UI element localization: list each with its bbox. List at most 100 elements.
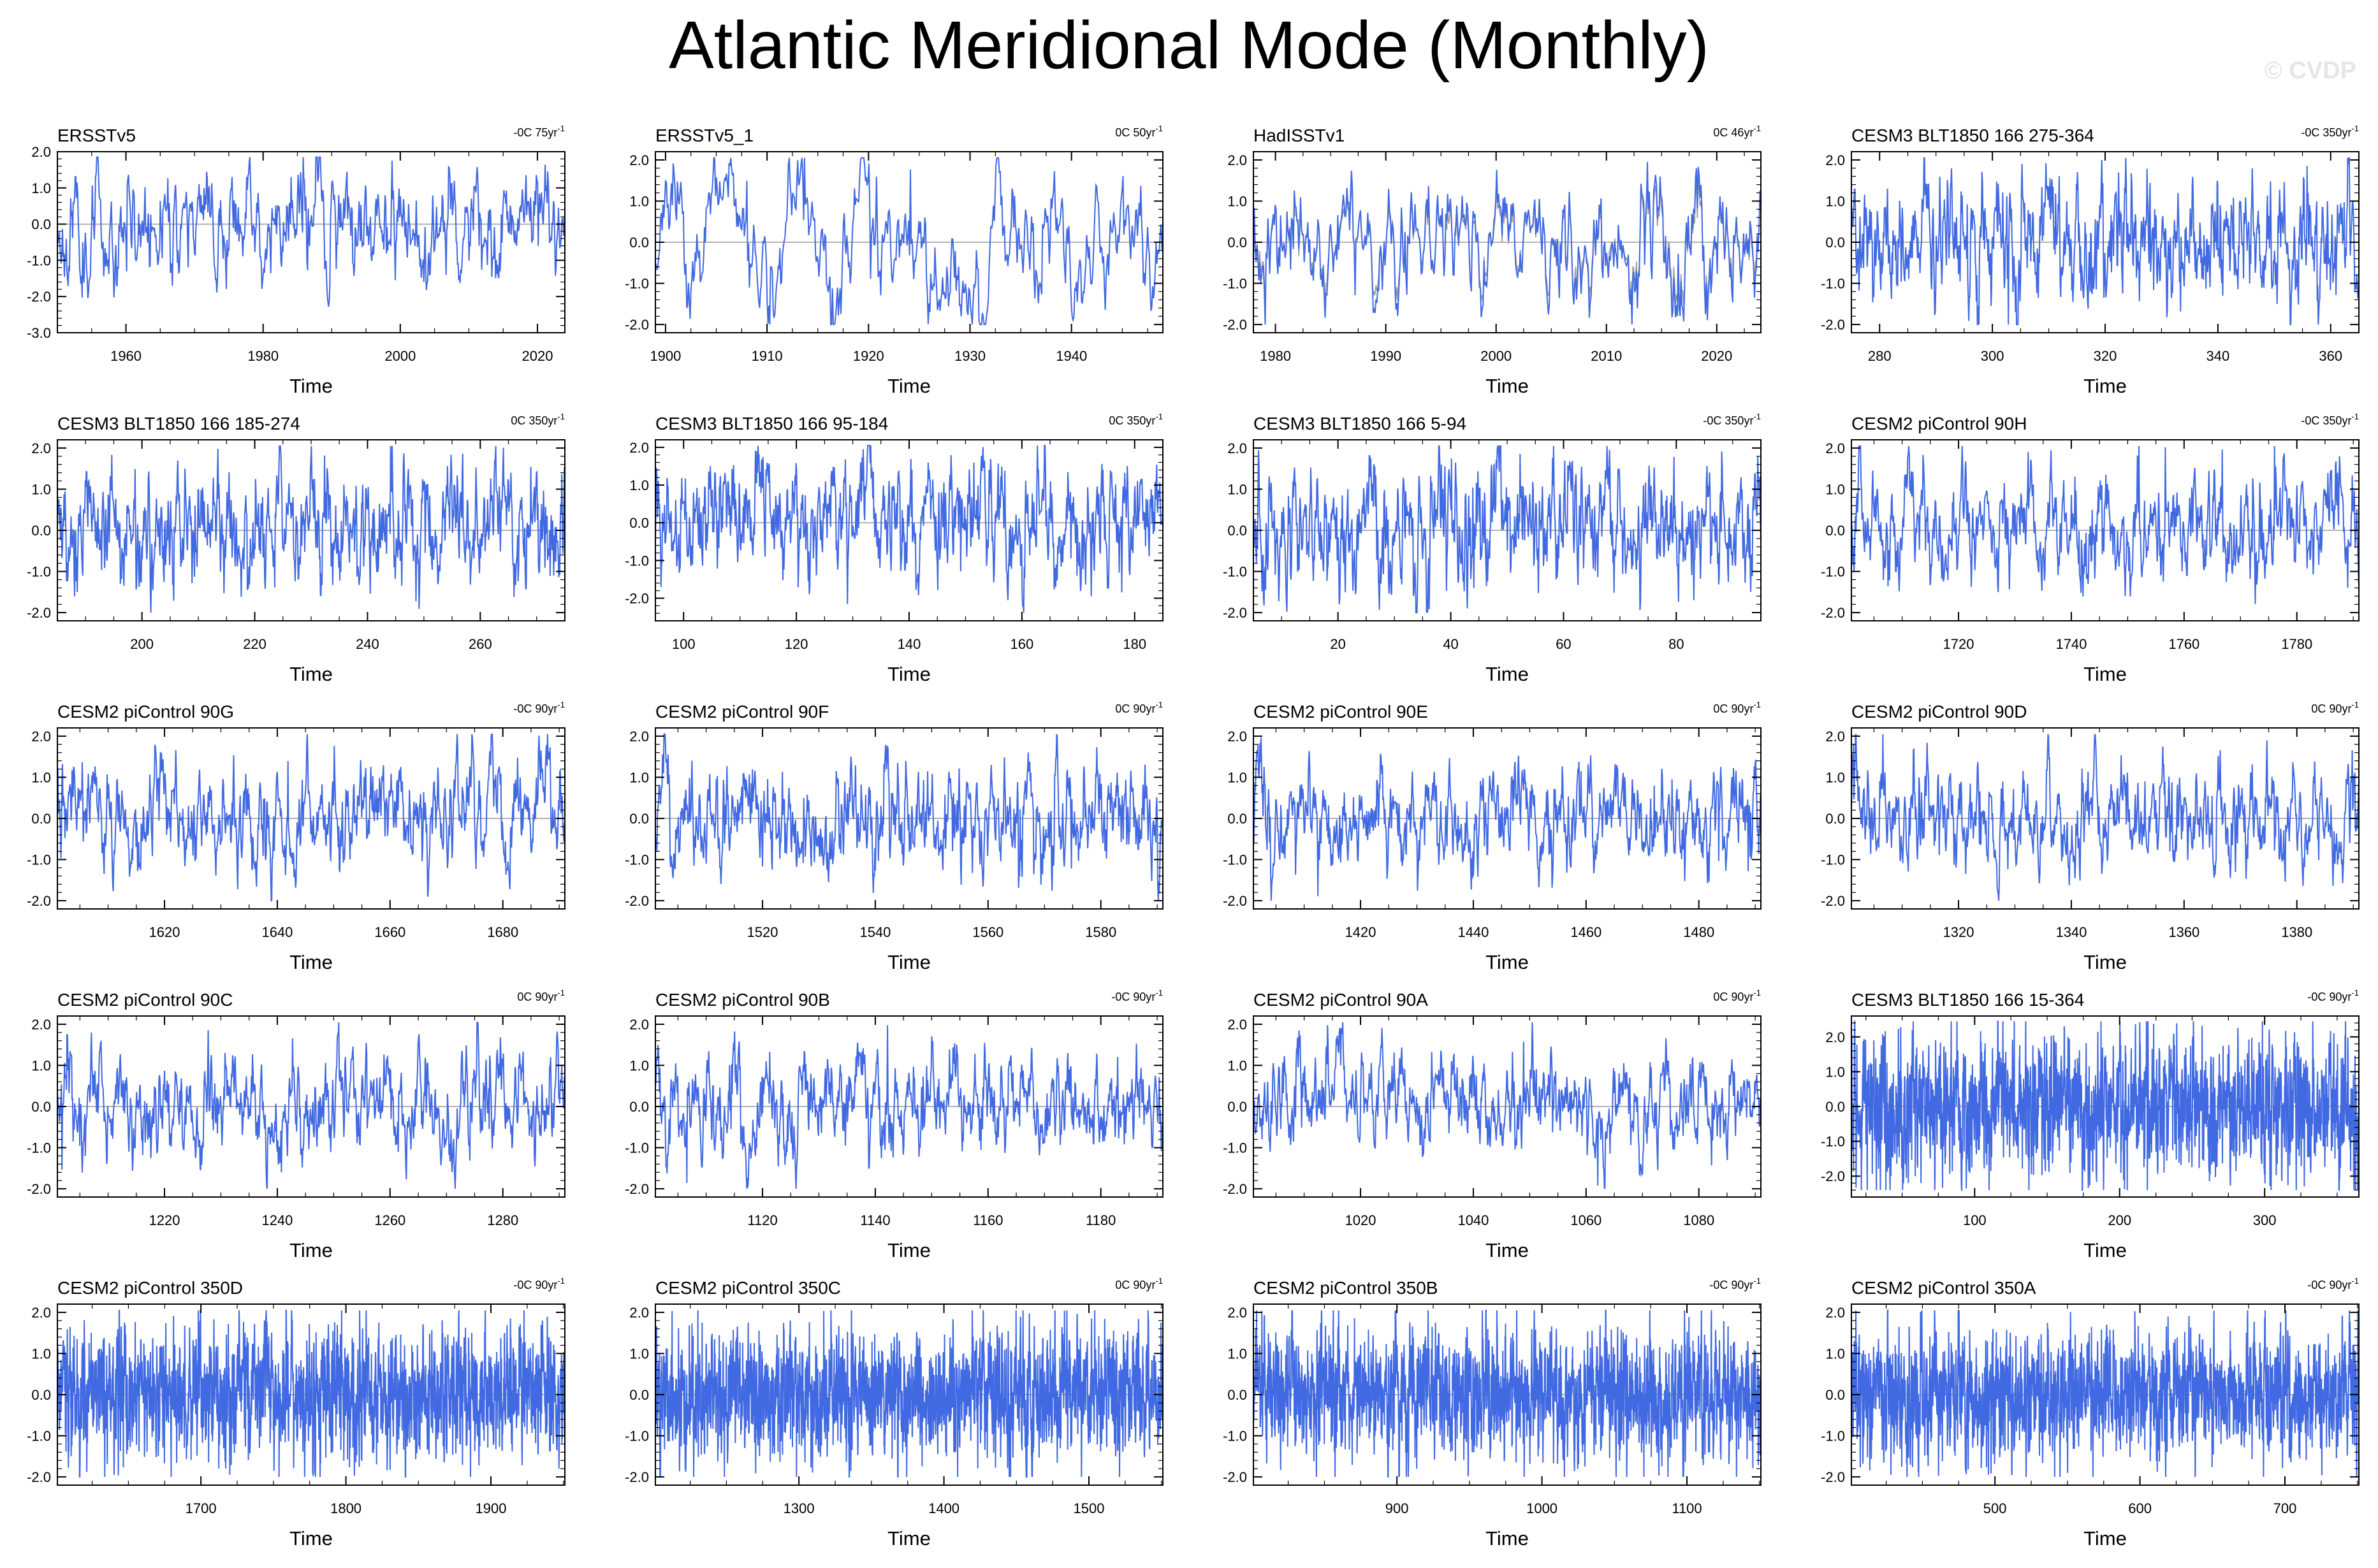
x-tick-label: 1260 bbox=[374, 1212, 405, 1228]
chart-panel: CESM2 piControl 350C 0C 90yr-1 2.0 1.0 0.0 -1… bbox=[625, 1276, 1163, 1550]
y-tick-label: -1.0 bbox=[1821, 564, 1845, 580]
x-tick-label: 1740 bbox=[2055, 636, 2087, 652]
y-tick-label: 2.0 bbox=[1825, 152, 1845, 168]
y-tick-label: 1.0 bbox=[31, 481, 51, 497]
y-tick-label: -2.0 bbox=[1821, 1469, 1845, 1485]
y-tick-label: 0.0 bbox=[31, 523, 51, 539]
panel-title: CESM2 piControl 90F bbox=[655, 702, 829, 722]
trend-value: -0C 90yr bbox=[1111, 991, 1155, 1003]
x-tick-label: 1020 bbox=[1345, 1212, 1376, 1228]
x-tick-label: 1910 bbox=[752, 348, 783, 364]
x-tick-label: 1320 bbox=[1943, 924, 1974, 940]
y-tick-label: -2.0 bbox=[625, 1469, 649, 1485]
y-tick-label: 2.0 bbox=[31, 440, 51, 456]
x-axis-label: Time bbox=[887, 951, 931, 973]
x-tick-label: 2010 bbox=[1591, 348, 1622, 364]
trend-exponent: -1 bbox=[2351, 124, 2359, 133]
y-tick-label: 0.0 bbox=[31, 1099, 51, 1115]
y-tick-label: 0.0 bbox=[31, 811, 51, 827]
y-tick-label: 1.0 bbox=[1227, 193, 1247, 209]
trend-exponent: -1 bbox=[1753, 124, 1761, 133]
y-tick-label: -1.0 bbox=[27, 1140, 51, 1156]
trend-value: 0C 46yr bbox=[1713, 126, 1753, 139]
y-tick-label: -1.0 bbox=[1821, 852, 1845, 868]
y-tick-label: 2.0 bbox=[1825, 440, 1845, 456]
cvdp-watermark: © CVDP bbox=[2264, 57, 2356, 84]
trend-label: -0C 90yr-1 bbox=[2307, 988, 2359, 1003]
trend-label: 0C 90yr-1 bbox=[1713, 700, 1761, 715]
x-axis-label: Time bbox=[289, 663, 333, 685]
y-tick-label: -1.0 bbox=[27, 852, 51, 868]
x-tick-label: 1120 bbox=[747, 1212, 777, 1228]
y-tick-label: 1.0 bbox=[1825, 481, 1845, 497]
y-tick-label: 2.0 bbox=[1227, 440, 1247, 456]
x-axis-label: Time bbox=[289, 951, 333, 973]
trend-exponent: -1 bbox=[557, 412, 565, 421]
x-tick-label: 1140 bbox=[860, 1212, 890, 1228]
y-tick-label: -3.0 bbox=[27, 325, 51, 341]
y-tick-label: -1.0 bbox=[625, 1140, 649, 1156]
trend-value: -0C 90yr bbox=[513, 1279, 557, 1291]
trend-label: 0C 350yr-1 bbox=[1109, 412, 1163, 427]
x-axis-label: Time bbox=[1485, 1239, 1529, 1261]
trend-exponent: -1 bbox=[1155, 988, 1163, 998]
trend-label: -0C 90yr-1 bbox=[513, 700, 565, 715]
y-tick-label: 2.0 bbox=[1825, 729, 1845, 744]
x-tick-label: 340 bbox=[2207, 348, 2230, 364]
amm-series-line bbox=[655, 444, 1163, 613]
y-tick-label: 1.0 bbox=[629, 1057, 649, 1073]
x-axis-label: Time bbox=[289, 1239, 333, 1261]
x-tick-label: 1240 bbox=[261, 1212, 293, 1228]
x-axis-label: Time bbox=[1485, 1527, 1529, 1550]
x-tick-label: 220 bbox=[243, 636, 266, 652]
trend-exponent: -1 bbox=[2351, 700, 2359, 709]
x-tick-label: 1760 bbox=[2168, 636, 2199, 652]
amm-series-line bbox=[1253, 162, 1762, 325]
x-tick-label: 280 bbox=[1868, 348, 1892, 364]
panel-title: CESM2 piControl 350A bbox=[1851, 1278, 2036, 1298]
x-tick-label: 1940 bbox=[1056, 348, 1087, 364]
x-axis-label: Time bbox=[289, 1527, 333, 1550]
trend-value: -0C 350yr bbox=[2301, 414, 2351, 427]
y-tick-label: -1.0 bbox=[625, 553, 649, 569]
x-tick-label: 1340 bbox=[2055, 924, 2087, 940]
trend-value: 0C 90yr bbox=[1713, 991, 1753, 1003]
trend-value: -0C 90yr bbox=[1709, 1279, 1753, 1291]
amm-series-line bbox=[1851, 157, 2360, 326]
chart-panel: CESM2 piControl 350D -0C 90yr-1 2.0 1.0 0.0 -… bbox=[27, 1276, 565, 1550]
amm-series-line bbox=[57, 1022, 565, 1189]
amm-series-line bbox=[655, 1025, 1163, 1189]
chart-panel: CESM3 BLT1850 166 5-94 -0C 350yr-1 2.0 1.0 0… bbox=[1223, 412, 1762, 685]
chart-panel: ERSSTv5 -0C 75yr-1 2.0 1.0 0.0 -1.0 -2.0 -3.0 19… bbox=[27, 124, 565, 397]
x-axis-label: Time bbox=[1485, 951, 1529, 973]
x-axis-label: Time bbox=[289, 375, 333, 397]
x-tick-label: 260 bbox=[469, 636, 492, 652]
amm-series-line bbox=[1253, 1022, 1762, 1189]
panel-title: CESM2 piControl 90D bbox=[1851, 702, 2027, 722]
x-axis-label: Time bbox=[2083, 663, 2127, 685]
trend-value: 0C 90yr bbox=[1115, 1279, 1155, 1291]
trend-exponent: -1 bbox=[1155, 124, 1163, 133]
panel-title: CESM2 piControl 90A bbox=[1253, 990, 1428, 1010]
x-tick-label: 2000 bbox=[384, 348, 416, 364]
panel-title: CESM3 BLT1850 166 275-364 bbox=[1851, 126, 2094, 145]
panel-title: HadISSTv1 bbox=[1253, 126, 1345, 145]
y-tick-label: 2.0 bbox=[1227, 152, 1247, 168]
trend-label: -0C 350yr-1 bbox=[1703, 412, 1761, 427]
y-tick-label: 0.0 bbox=[31, 217, 51, 233]
y-tick-label: 1.0 bbox=[1825, 1346, 1845, 1361]
x-tick-label: 1900 bbox=[650, 348, 681, 364]
x-tick-label: 1420 bbox=[1345, 924, 1376, 940]
x-tick-label: 120 bbox=[785, 636, 808, 652]
panel-title: CESM3 BLT1850 166 5-94 bbox=[1253, 414, 1466, 433]
x-tick-label: 300 bbox=[1981, 348, 2004, 364]
y-tick-label: -2.0 bbox=[1821, 1168, 1845, 1184]
x-tick-label: 500 bbox=[1983, 1500, 2007, 1516]
chart-panel: CESM3 BLT1850 166 275-364 -0C 350yr-1 2.0 1… bbox=[1821, 124, 2360, 397]
trend-label: 0C 90yr-1 bbox=[1115, 700, 1163, 715]
x-tick-label: 1300 bbox=[784, 1500, 815, 1516]
trend-value: 0C 350yr bbox=[1109, 414, 1155, 427]
x-tick-label: 1800 bbox=[330, 1500, 361, 1516]
x-tick-label: 1280 bbox=[487, 1212, 518, 1228]
trend-value: -0C 90yr bbox=[2307, 1279, 2351, 1291]
